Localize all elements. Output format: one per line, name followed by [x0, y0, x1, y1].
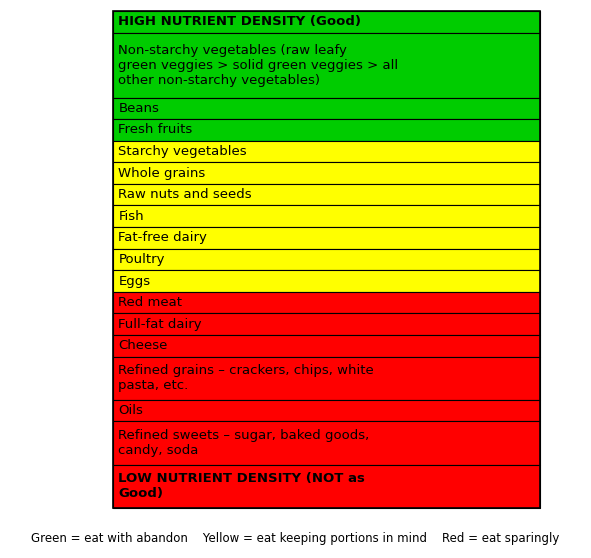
FancyBboxPatch shape	[113, 11, 540, 33]
FancyBboxPatch shape	[113, 141, 540, 162]
Text: Refined grains – crackers, chips, white
pasta, etc.: Refined grains – crackers, chips, white …	[118, 364, 374, 392]
FancyBboxPatch shape	[113, 357, 540, 400]
Text: Red meat: Red meat	[118, 296, 183, 309]
Text: Non-starchy vegetables (raw leafy
green veggies > solid green veggies > all
othe: Non-starchy vegetables (raw leafy green …	[118, 44, 398, 86]
FancyBboxPatch shape	[113, 465, 540, 508]
FancyBboxPatch shape	[113, 292, 540, 314]
FancyBboxPatch shape	[113, 119, 540, 141]
Text: Fish: Fish	[118, 210, 144, 223]
Text: Fat-free dairy: Fat-free dairy	[118, 232, 207, 244]
Text: Beans: Beans	[118, 102, 160, 115]
FancyBboxPatch shape	[113, 270, 540, 292]
Text: HIGH NUTRIENT DENSITY (Good): HIGH NUTRIENT DENSITY (Good)	[118, 16, 362, 28]
FancyBboxPatch shape	[113, 33, 540, 98]
Text: LOW NUTRIENT DENSITY (NOT as
Good): LOW NUTRIENT DENSITY (NOT as Good)	[118, 472, 365, 500]
Text: Starchy vegetables: Starchy vegetables	[118, 145, 247, 158]
Text: Whole grains: Whole grains	[118, 167, 206, 180]
FancyBboxPatch shape	[113, 205, 540, 227]
FancyBboxPatch shape	[113, 335, 540, 357]
FancyBboxPatch shape	[113, 184, 540, 205]
FancyBboxPatch shape	[113, 314, 540, 335]
Text: Refined sweets – sugar, baked goods,
candy, soda: Refined sweets – sugar, baked goods, can…	[118, 429, 370, 457]
FancyBboxPatch shape	[113, 421, 540, 465]
Text: Poultry: Poultry	[118, 253, 165, 266]
Text: Fresh fruits: Fresh fruits	[118, 123, 193, 136]
Text: Eggs: Eggs	[118, 275, 151, 287]
Text: Green = eat with abandon    Yellow = eat keeping portions in mind    Red = eat s: Green = eat with abandon Yellow = eat ke…	[31, 532, 560, 545]
FancyBboxPatch shape	[113, 98, 540, 119]
FancyBboxPatch shape	[113, 249, 540, 270]
FancyBboxPatch shape	[113, 162, 540, 184]
FancyBboxPatch shape	[113, 227, 540, 249]
Text: Raw nuts and seeds: Raw nuts and seeds	[118, 188, 252, 201]
Text: Full-fat dairy: Full-fat dairy	[118, 318, 202, 331]
FancyBboxPatch shape	[113, 400, 540, 421]
Text: Oils: Oils	[118, 404, 144, 417]
Text: Cheese: Cheese	[118, 339, 168, 352]
